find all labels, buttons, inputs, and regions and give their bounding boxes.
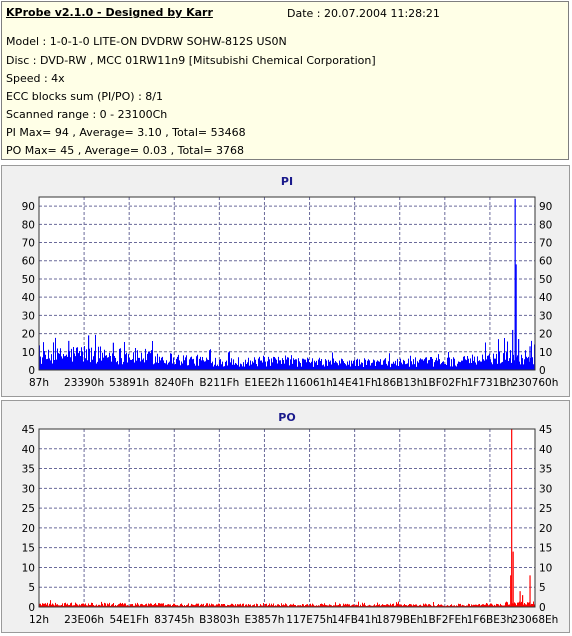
po-y-tick-label: 40 (22, 444, 35, 456)
pi-y-tick-label: 0 (28, 365, 35, 377)
pi-y-tick-label-right: 50 (539, 274, 552, 286)
scan-date: Date : 20.07.2004 11:28:21 (287, 7, 440, 20)
po-y-tick-label: 20 (22, 523, 35, 535)
pi-plot-border (38, 196, 536, 371)
po-x-tick-label: B3803h (199, 614, 240, 626)
pi-x-tick-label: 230760h (512, 377, 559, 389)
po-x-tick-label: 12h (29, 614, 49, 626)
po-y-tick-label-right: 0 (539, 602, 546, 614)
pi-y-tick-label-right: 40 (539, 292, 552, 304)
pi-chart-title: PI (281, 175, 293, 188)
pi-y-tick-label: 50 (22, 274, 35, 286)
po-x-tick-label: 54E1Fh (109, 614, 148, 626)
info-speed: Speed : 4x (6, 72, 65, 85)
po-y-tick-label: 15 (22, 543, 35, 555)
po-x-tick-label: 1879BEh (376, 614, 423, 626)
po-y-tick-label: 5 (28, 582, 35, 594)
app-title: KProbe v2.1.0 - Designed by Karr (6, 6, 213, 19)
pi-y-tick-label-right: 80 (539, 219, 552, 231)
pi-y-tick-label-right: 10 (539, 347, 552, 359)
po-x-tick-label: E3857h (244, 614, 284, 626)
pi-x-tick-label: 1F731Bh (467, 377, 514, 389)
info-po-stats: PO Max= 45 , Average= 0.03 , Total= 3768 (6, 144, 244, 157)
po-y-tick-label-right: 15 (539, 543, 552, 555)
pi-x-tick-label: 87h (29, 377, 49, 389)
po-y-tick-label-right: 20 (539, 523, 552, 535)
po-y-tick-label-right: 45 (539, 424, 552, 436)
po-x-tick-label: 1F6BE3h (467, 614, 514, 626)
info-panel: KProbe v2.1.0 - Designed by Karr Date : … (1, 1, 569, 160)
pi-x-tick-label: 14E41Fh (332, 377, 378, 389)
po-plot-area (39, 429, 535, 607)
pi-y-tick-label: 90 (22, 201, 35, 213)
info-range: Scanned range : 0 - 23100Ch (6, 108, 168, 121)
po-x-tick-label: 1BF2FEh (422, 614, 468, 626)
po-y-tick-label: 35 (22, 464, 35, 476)
pi-series-bars (39, 198, 535, 370)
pi-x-tick-label: 1BF02Fh (422, 377, 468, 389)
pi-x-tick-label: B211Fh (199, 377, 239, 389)
pi-y-tick-label-right: 70 (539, 238, 552, 250)
pi-y-tick-label: 80 (22, 219, 35, 231)
pi-x-tick-label: 53891h (109, 377, 149, 389)
po-y-tick-label-right: 10 (539, 562, 552, 574)
pi-y-tick-label-right: 0 (539, 365, 546, 377)
pi-x-tick-label: 116061h (286, 377, 333, 389)
info-model: Model : 1-0-1-0 LITE-ON DVDRW SOHW-812S … (6, 35, 287, 48)
pi-chart-panel: PI 0 0 10 10 20 20 30 30 40 40 50 50 60 60 70 70 80 80 90 90… (1, 165, 570, 397)
info-disc: Disc : DVD-RW , MCC 01RW11n9 [Mitsubishi… (6, 54, 376, 67)
po-y-tick-label-right: 25 (539, 503, 552, 515)
pi-x-tick-label: 8240Fh (155, 377, 194, 389)
pi-y-tick-label: 40 (22, 292, 35, 304)
pi-y-tick-label: 10 (22, 347, 35, 359)
po-y-tick-label: 30 (22, 483, 35, 495)
po-x-tick-label: 83745h (154, 614, 194, 626)
pi-plot-area (39, 197, 535, 370)
pi-y-tick-label: 70 (22, 238, 35, 250)
po-y-tick-label-right: 35 (539, 464, 552, 476)
pi-x-tick-label: 23390h (64, 377, 104, 389)
po-chart: PO 0 0 5 5 10 10 15 15 20 20 25 25 30 30 35 35 40 40 45 45 12… (22, 411, 559, 626)
pi-y-tick-label: 30 (22, 310, 35, 322)
pi-y-tick-label-right: 30 (539, 310, 552, 322)
po-chart-title: PO (278, 411, 295, 424)
po-x-tick-label: 14FB41h (331, 614, 378, 626)
pi-y-tick-label: 60 (22, 256, 35, 268)
pi-y-tick-label-right: 60 (539, 256, 552, 268)
po-x-tick-label: 23068Eh (512, 614, 559, 626)
po-y-tick-label-right: 30 (539, 483, 552, 495)
info-ecc: ECC blocks sum (PI/PO) : 8/1 (6, 90, 163, 103)
po-series-bars (39, 429, 535, 607)
po-plot-border (38, 428, 536, 608)
info-pi-stats: PI Max= 94 , Average= 3.10 , Total= 5346… (6, 126, 246, 139)
po-y-tick-label: 45 (22, 424, 35, 436)
po-y-tick-label-right: 5 (539, 582, 546, 594)
po-chart-panel: PO 0 0 5 5 10 10 15 15 20 20 25 25 30 30 35 35 40 40 45 45 12… (1, 400, 570, 633)
pi-y-tick-label-right: 90 (539, 201, 552, 213)
pi-y-tick-label-right: 20 (539, 329, 552, 341)
po-x-tick-label: 117E75h (286, 614, 333, 626)
po-y-tick-label: 0 (28, 602, 35, 614)
po-x-tick-label: 23E06h (64, 614, 104, 626)
po-y-tick-label: 25 (22, 503, 35, 515)
po-y-tick-label: 10 (22, 562, 35, 574)
pi-x-tick-label: 186B13h (376, 377, 423, 389)
pi-x-tick-label: E1EE2h (244, 377, 284, 389)
pi-chart: PI 0 0 10 10 20 20 30 30 40 40 50 50 60 60 70 70 80 80 90 90… (22, 175, 559, 389)
pi-y-tick-label: 20 (22, 329, 35, 341)
po-y-tick-label-right: 40 (539, 444, 552, 456)
